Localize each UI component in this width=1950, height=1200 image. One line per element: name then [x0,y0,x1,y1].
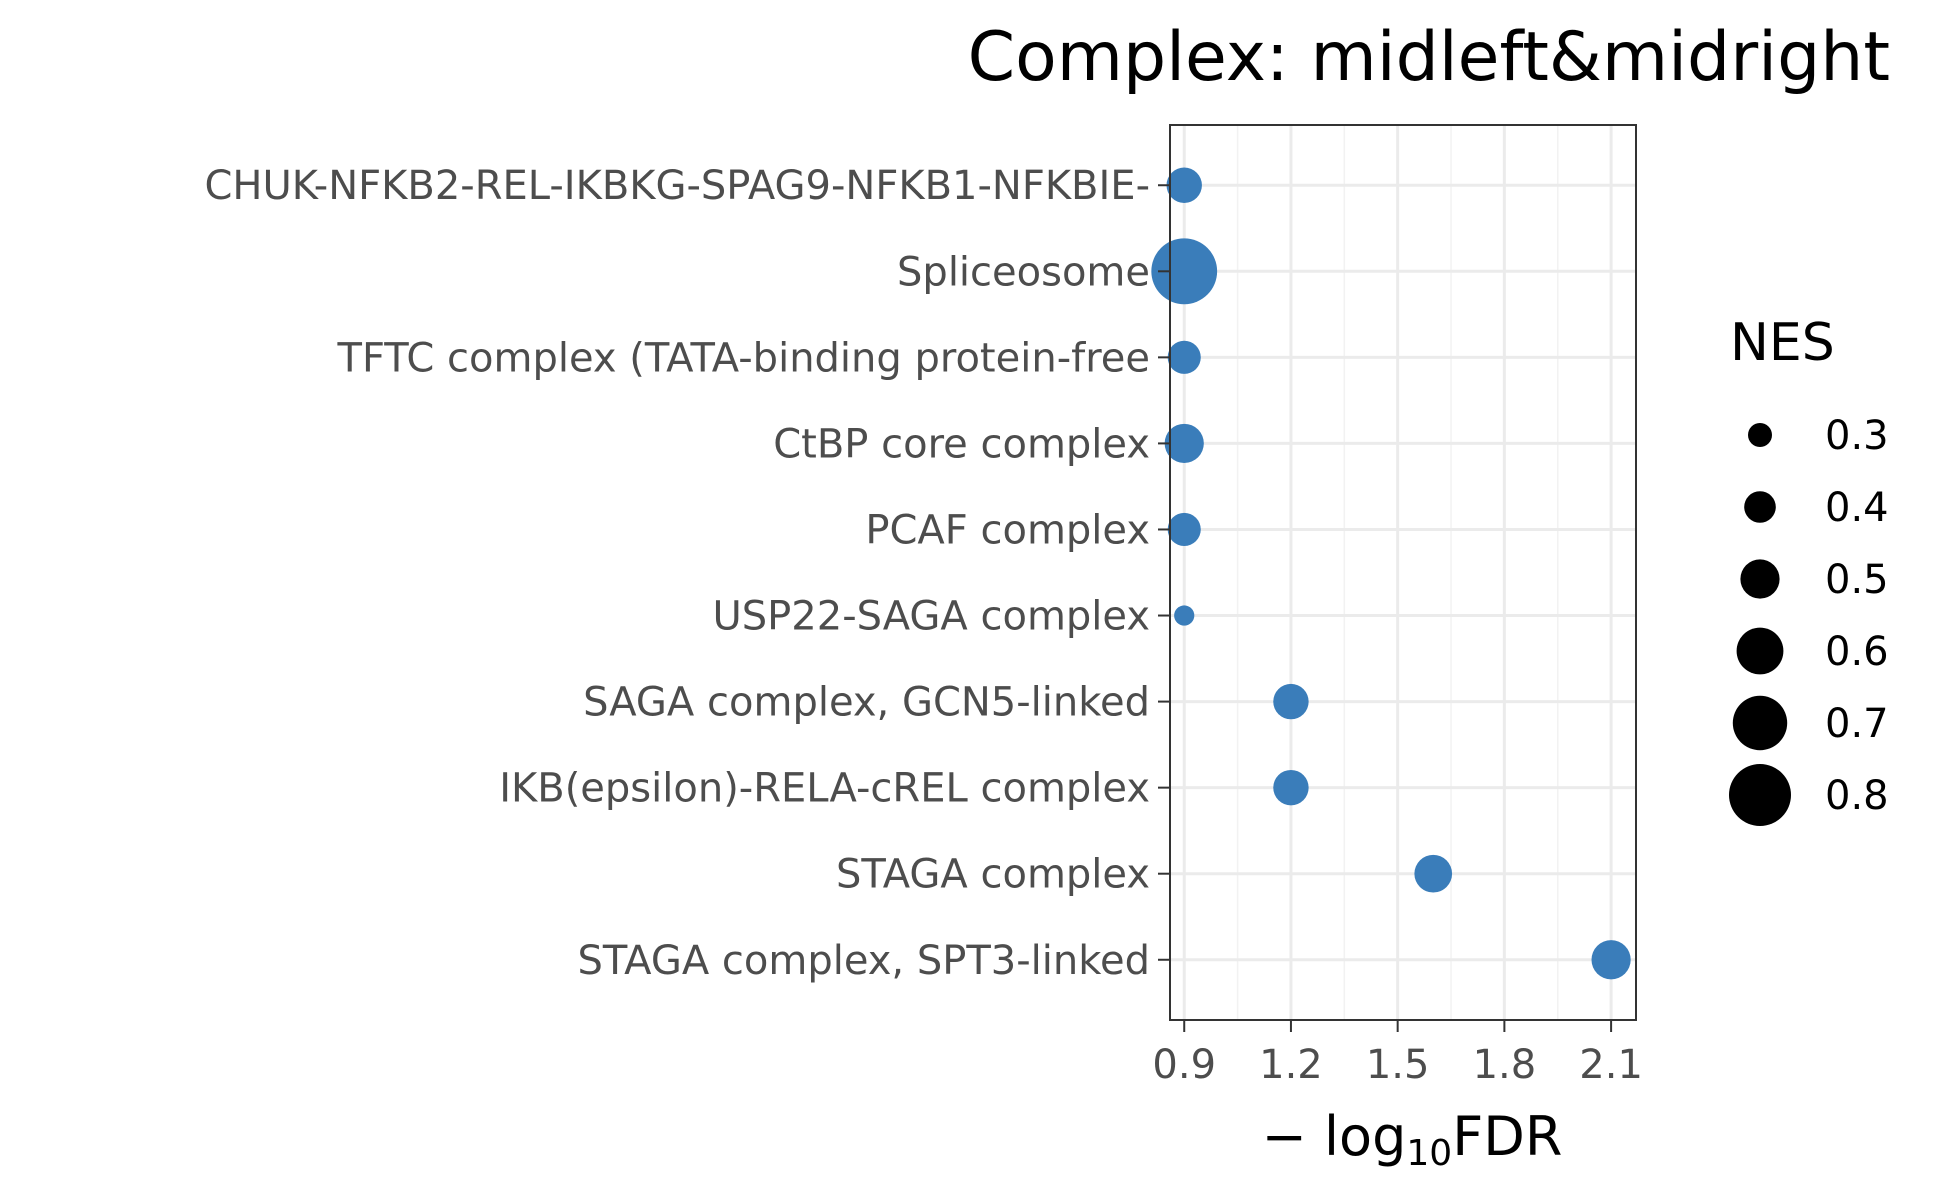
legend-key [1732,695,1788,751]
y-tick-label: CtBP core complex [773,421,1150,467]
data-point [1164,423,1204,464]
y-tick-label: IKB(epsilon)-RELA-cREL complex [499,766,1150,812]
data-point [1167,512,1201,547]
x-tick-label: 1.5 [1366,1042,1430,1088]
legend-label: 0.4 [1825,485,1889,531]
y-tick-label: USP22-SAGA complex [713,594,1151,640]
y-tick-label: STAGA complex, SPT3-linked [577,938,1150,984]
grid-lines [1170,125,1636,1020]
plot-border [1169,124,1637,1021]
legend-label: 0.7 [1825,701,1889,747]
legend-items: 0.3 0.4 0.5 0.6 0.7 0.8 [1729,413,1889,826]
data-point [1166,167,1202,203]
legend-key [1740,559,1780,599]
size-legend: NES 0.3 0.4 0.5 0.6 0.7 0.8 [1729,313,1889,826]
data-point [1151,238,1218,305]
legend-label: 0.3 [1825,413,1889,459]
y-axis: CHUK-NFKB2-REL-IKBKG-SPAG9-NFKB1-NFKBIE-… [204,163,1170,984]
legend-label: 0.8 [1825,773,1889,819]
x-axis-title: − log10FDR [1262,1105,1563,1174]
data-point [1591,940,1631,980]
data-points [1151,167,1631,980]
legend-label: 0.6 [1825,629,1889,675]
y-tick-label: STAGA complex [836,852,1150,898]
legend-key [1729,764,1791,826]
legend-label: 0.5 [1825,557,1889,603]
x-tick-label: 0.9 [1152,1042,1216,1088]
x-tick-label: 1.2 [1259,1042,1323,1088]
chart-title: Complex: midleft&midright [968,18,1890,97]
data-point [1174,605,1195,626]
y-tick-label: Spliceosome [897,249,1150,295]
data-point [1273,683,1309,720]
data-point [1273,769,1309,806]
y-tick-label: TFTC complex (TATA-binding protein-free [337,335,1150,381]
legend-key [1744,491,1776,523]
x-axis: 0.9 1.2 1.5 1.8 2.1 [1152,1020,1643,1088]
y-tick-label: PCAF complex [865,507,1150,553]
legend-key [1748,423,1772,447]
plot-panel [1170,125,1636,1020]
data-point [1167,340,1201,374]
x-tick-label: 2.1 [1579,1042,1643,1088]
y-tick-label: CHUK-NFKB2-REL-IKBKG-SPAG9-NFKB1-NFKBIE- [204,163,1150,209]
data-point [1414,854,1453,893]
legend-key [1736,627,1784,675]
x-tick-label: 1.8 [1473,1042,1537,1088]
legend-title: NES [1730,313,1835,373]
y-tick-label: SAGA complex, GCN5-linked [583,680,1150,726]
x-axis-title-subscript: 10 [1406,1133,1452,1174]
